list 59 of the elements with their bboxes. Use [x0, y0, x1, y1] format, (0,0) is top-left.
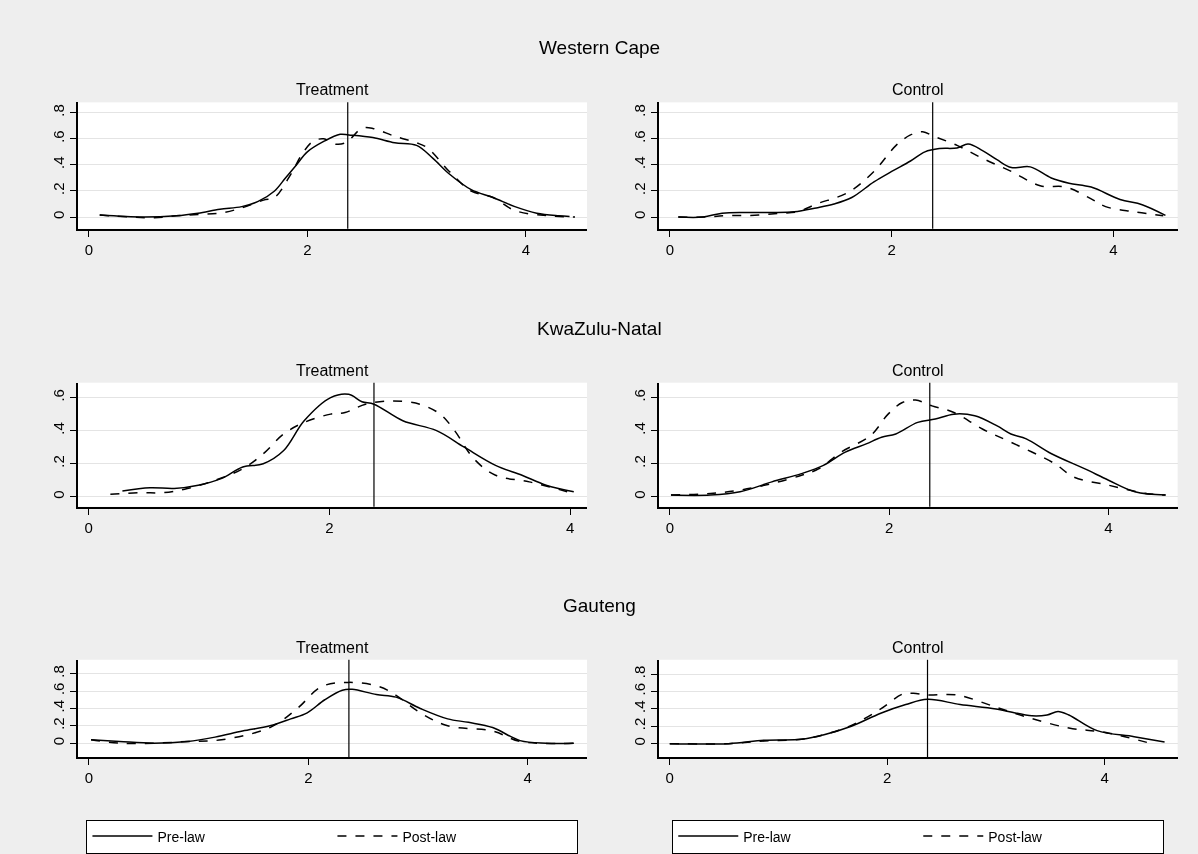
x-tick-label: 4 — [1100, 769, 1109, 787]
x-tick-label: 2 — [887, 240, 896, 258]
y-tick-label: .6 — [49, 389, 67, 402]
y-tick-label: .4 — [630, 700, 648, 713]
y-tick-label: .8 — [49, 665, 67, 678]
x-tick-label: 4 — [1109, 240, 1118, 258]
y-tick-label: .2 — [49, 717, 67, 730]
x-tick-label: 4 — [523, 769, 532, 787]
y-tick-label: .6 — [49, 682, 67, 696]
x-tick-label: 2 — [883, 769, 892, 787]
x-tick-label: 0 — [665, 518, 675, 536]
legend-label: Post-law — [402, 828, 458, 845]
x-tick-label: 0 — [84, 240, 93, 258]
chart-subtitle: Control — [892, 362, 944, 379]
y-tick-label: .2 — [49, 455, 67, 468]
y-tick-label: 0 — [630, 490, 648, 499]
chart-title: KwaZulu-Natal — [537, 318, 662, 339]
y-tick-label: .4 — [630, 156, 648, 169]
x-tick-label: 2 — [303, 240, 312, 258]
y-tick-label: .6 — [630, 682, 648, 696]
x-tick-label: 2 — [304, 769, 313, 787]
y-tick-label: .4 — [49, 699, 67, 713]
chart-subtitle: Treatment — [296, 639, 369, 656]
chart-subtitle: Treatment — [296, 81, 369, 98]
y-tick-label: .6 — [630, 389, 648, 402]
y-tick-label: 0 — [630, 210, 648, 219]
y-tick-label: 0 — [630, 737, 648, 746]
x-tick-label: 4 — [566, 518, 575, 536]
x-tick-label: 0 — [84, 518, 93, 536]
y-tick-label: .2 — [630, 455, 648, 468]
chart-title: Gauteng — [563, 595, 636, 616]
y-tick-label: .4 — [630, 422, 648, 435]
chart-subtitle: Treatment — [296, 362, 369, 379]
chart-title: Western Cape — [539, 37, 661, 58]
legend-label: Pre-law — [157, 828, 206, 845]
y-tick-label: .4 — [49, 422, 67, 435]
x-tick-label: 4 — [1104, 518, 1113, 536]
chart-subtitle: Control — [892, 81, 944, 98]
x-tick-label: 0 — [665, 769, 674, 787]
y-tick-label: .2 — [49, 182, 67, 195]
y-tick-label: .2 — [630, 717, 648, 731]
y-tick-label: .6 — [49, 130, 67, 143]
x-tick-label: 2 — [325, 518, 334, 536]
y-tick-label: .8 — [630, 104, 648, 117]
legend-label: Pre-law — [743, 828, 792, 845]
y-tick-label: 0 — [49, 736, 67, 746]
x-tick-label: 0 — [665, 240, 675, 258]
y-tick-label: .2 — [630, 182, 648, 195]
x-tick-label: 2 — [885, 518, 894, 536]
y-tick-label: .8 — [630, 665, 648, 679]
legend-label: Post-law — [988, 828, 1043, 845]
y-tick-label: .6 — [630, 130, 648, 143]
x-tick-label: 0 — [84, 769, 94, 787]
y-tick-label: 0 — [49, 490, 67, 499]
chart-subtitle: Control — [892, 639, 944, 656]
y-tick-label: .4 — [49, 156, 67, 169]
x-tick-label: 4 — [521, 240, 530, 258]
y-tick-label: .8 — [49, 104, 67, 117]
y-tick-label: 0 — [49, 210, 67, 219]
